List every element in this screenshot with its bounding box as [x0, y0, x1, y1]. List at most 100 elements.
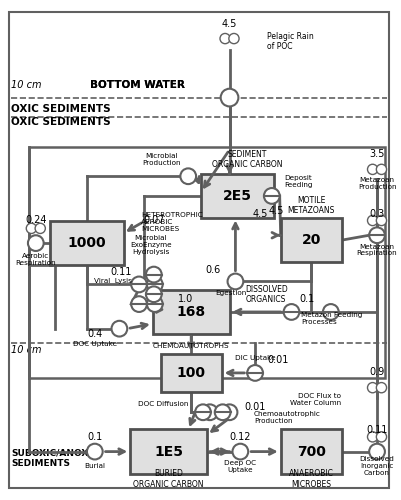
Circle shape — [131, 296, 146, 312]
Text: 1000: 1000 — [67, 236, 106, 250]
Text: Metazon Feeding
Processes: Metazon Feeding Processes — [301, 312, 362, 326]
Text: 0.12: 0.12 — [229, 432, 251, 442]
Text: OXIC SEDIMENTS: OXIC SEDIMENTS — [11, 117, 111, 127]
Circle shape — [375, 382, 386, 393]
Text: Burial: Burial — [84, 464, 105, 469]
Text: 4.5: 4.5 — [268, 206, 284, 216]
Text: 0.11: 0.11 — [365, 425, 387, 435]
Text: 0.3: 0.3 — [369, 208, 384, 218]
Text: DOC Uptake: DOC Uptake — [73, 342, 117, 347]
Text: 0.01: 0.01 — [266, 355, 288, 365]
Text: BOTTOM WATER: BOTTOM WATER — [90, 80, 184, 90]
Circle shape — [375, 432, 386, 442]
Text: CHEMOAUTOTROPHS: CHEMOAUTOTROPHS — [152, 344, 229, 349]
Text: Metazoan
Respiration: Metazoan Respiration — [356, 244, 396, 256]
Circle shape — [322, 304, 338, 320]
Text: 4.5: 4.5 — [221, 19, 237, 29]
Circle shape — [146, 266, 161, 282]
Text: 168: 168 — [176, 305, 205, 319]
Text: 0.1: 0.1 — [87, 432, 102, 442]
Circle shape — [221, 404, 237, 420]
Text: Microbial
Production: Microbial Production — [142, 153, 180, 166]
Text: 10 cm: 10 cm — [11, 346, 42, 356]
Bar — [200, 174, 273, 218]
Circle shape — [87, 444, 102, 460]
Circle shape — [263, 188, 279, 204]
Circle shape — [368, 228, 384, 243]
Circle shape — [232, 444, 247, 460]
Circle shape — [220, 88, 238, 106]
Bar — [280, 218, 341, 262]
Text: SUBOXIC/ANOXIC
SEDIMENTS: SUBOXIC/ANOXIC SEDIMENTS — [11, 449, 98, 468]
Text: 20: 20 — [301, 233, 320, 247]
Text: DISSOLVED
ORGANICS: DISSOLVED ORGANICS — [245, 284, 287, 304]
Circle shape — [283, 304, 299, 320]
Text: Deep OC
Uptake: Deep OC Uptake — [224, 460, 256, 473]
Circle shape — [367, 164, 377, 174]
Text: Viral  Lysis: Viral Lysis — [94, 278, 132, 284]
Circle shape — [28, 235, 44, 251]
Circle shape — [219, 34, 230, 43]
Circle shape — [180, 168, 196, 184]
Text: DIC Uptake: DIC Uptake — [235, 355, 275, 361]
Text: 2E5: 2E5 — [222, 189, 251, 203]
Text: 0.24: 0.24 — [25, 216, 47, 226]
Circle shape — [375, 216, 386, 226]
Text: 3.5: 3.5 — [369, 148, 384, 158]
Circle shape — [227, 274, 243, 289]
Text: Aerobic
Respiration: Aerobic Respiration — [16, 254, 56, 266]
Circle shape — [146, 276, 162, 292]
Circle shape — [146, 286, 161, 302]
Bar — [130, 430, 207, 474]
Bar — [29, 146, 384, 378]
Circle shape — [146, 296, 162, 312]
Circle shape — [35, 224, 45, 234]
Text: BURIED
ORGANIC CARBON: BURIED ORGANIC CARBON — [133, 470, 203, 489]
Text: Pelagic Rain
of POC: Pelagic Rain of POC — [266, 32, 313, 51]
Circle shape — [247, 365, 262, 381]
Bar — [280, 430, 341, 474]
Text: 1E5: 1E5 — [154, 444, 182, 458]
Text: 0.4: 0.4 — [87, 328, 102, 338]
Text: HETEROTROPHIC
AEROBIC
MICROBES: HETEROTROPHIC AEROBIC MICROBES — [141, 212, 202, 233]
Text: 0.11: 0.11 — [111, 266, 132, 276]
Text: Microbial
ExoEnzyme
Hydrolysis: Microbial ExoEnzyme Hydrolysis — [130, 235, 171, 255]
Bar — [152, 290, 229, 334]
Circle shape — [375, 164, 386, 174]
Text: BOTTOM WATER: BOTTOM WATER — [90, 80, 184, 90]
Text: 10 cm: 10 cm — [11, 80, 42, 90]
Text: 0.07: 0.07 — [143, 216, 164, 226]
Circle shape — [111, 321, 127, 336]
Text: 0.9: 0.9 — [369, 367, 384, 377]
Circle shape — [367, 216, 377, 226]
Circle shape — [228, 34, 239, 43]
Text: 1.0: 1.0 — [178, 294, 193, 304]
Text: Chemoautotrophic
Production: Chemoautotrophic Production — [253, 410, 320, 424]
Text: Dissolved
Inorganic
Carbon: Dissolved Inorganic Carbon — [359, 456, 393, 476]
Text: 0.6: 0.6 — [205, 264, 220, 274]
Text: 0.1: 0.1 — [299, 294, 314, 304]
Text: Metazoan
Production: Metazoan Production — [357, 176, 395, 190]
Text: 100: 100 — [176, 366, 205, 380]
Text: SEDIMENT
ORGANIC CARBON: SEDIMENT ORGANIC CARBON — [211, 150, 282, 169]
Bar — [50, 221, 124, 265]
Circle shape — [131, 276, 146, 292]
Circle shape — [367, 432, 377, 442]
Text: OXIC SEDIMENTS: OXIC SEDIMENTS — [11, 104, 111, 115]
Bar — [160, 354, 221, 392]
Circle shape — [367, 382, 377, 393]
Text: DOC Diffusion: DOC Diffusion — [138, 402, 188, 407]
Text: Egestion: Egestion — [215, 290, 245, 296]
Text: DOC Flux to
Water Column: DOC Flux to Water Column — [289, 393, 340, 406]
Circle shape — [201, 404, 217, 420]
Text: 4.5: 4.5 — [251, 208, 267, 218]
Text: 700: 700 — [296, 444, 325, 458]
Circle shape — [368, 444, 384, 460]
Text: ANAEROBIC
MICROBES: ANAEROBIC MICROBES — [288, 470, 333, 489]
Text: MOTILE
METAZOANS: MOTILE METAZOANS — [287, 196, 334, 216]
Text: 0.01: 0.01 — [244, 402, 265, 412]
Circle shape — [194, 404, 210, 420]
Circle shape — [26, 224, 36, 234]
Circle shape — [214, 404, 230, 420]
Text: Deposit
Feeding: Deposit Feeding — [284, 174, 312, 188]
